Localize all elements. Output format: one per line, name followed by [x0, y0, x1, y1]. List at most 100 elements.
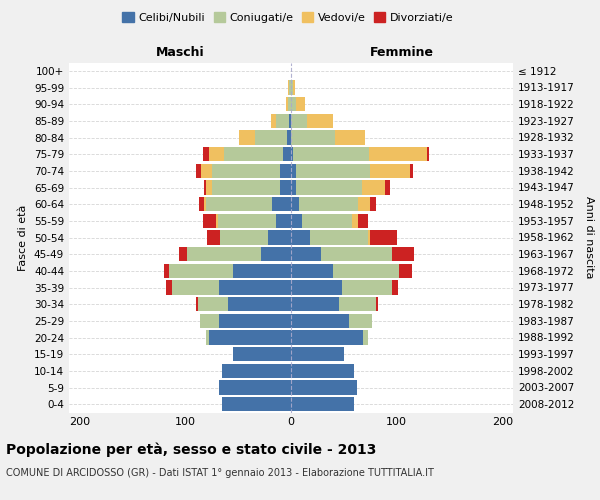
Bar — [203, 147, 209, 161]
Bar — [205, 180, 206, 194]
Bar — [376, 297, 377, 311]
Bar — [166, 280, 172, 294]
Bar — [310, 230, 368, 244]
Bar — [392, 247, 413, 261]
Bar — [349, 314, 373, 328]
Bar — [280, 164, 291, 178]
Bar — [219, 280, 291, 294]
Bar — [299, 197, 358, 211]
Bar — [196, 164, 201, 178]
Bar — [219, 380, 291, 394]
Bar — [208, 230, 220, 244]
Bar — [368, 230, 370, 244]
Bar — [291, 397, 355, 411]
Bar — [212, 180, 280, 194]
Bar — [291, 130, 335, 144]
Text: Maschi: Maschi — [155, 46, 205, 59]
Bar — [291, 330, 363, 344]
Legend: Celibi/Nubili, Coniugati/e, Vedovi/e, Divorziati/e: Celibi/Nubili, Coniugati/e, Vedovi/e, Di… — [118, 8, 458, 28]
Bar — [209, 147, 224, 161]
Bar — [333, 264, 399, 278]
Bar — [206, 197, 272, 211]
Bar — [338, 297, 376, 311]
Bar — [239, 130, 255, 144]
Text: Popolazione per età, sesso e stato civile - 2013: Popolazione per età, sesso e stato civil… — [6, 442, 376, 457]
Bar — [291, 314, 349, 328]
Bar — [200, 314, 219, 328]
Bar — [205, 197, 206, 211]
Bar — [169, 264, 233, 278]
Bar — [203, 214, 216, 228]
Bar — [291, 97, 296, 112]
Bar — [291, 264, 333, 278]
Bar — [233, 347, 291, 361]
Bar — [392, 280, 398, 294]
Bar — [291, 230, 310, 244]
Bar — [172, 280, 219, 294]
Text: COMUNE DI ARCIDOSSO (GR) - Dati ISTAT 1° gennaio 2013 - Elaborazione TUTTITALIA.: COMUNE DI ARCIDOSSO (GR) - Dati ISTAT 1°… — [6, 468, 434, 477]
Bar — [199, 197, 205, 211]
Y-axis label: Fasce di età: Fasce di età — [19, 204, 28, 270]
Bar — [358, 197, 370, 211]
Bar — [288, 80, 289, 94]
Bar — [280, 180, 291, 194]
Bar — [291, 364, 355, 378]
Bar — [201, 164, 212, 178]
Bar — [206, 180, 212, 194]
Bar — [209, 330, 291, 344]
Bar — [291, 297, 338, 311]
Bar — [272, 197, 291, 211]
Bar — [216, 214, 218, 228]
Bar — [385, 180, 391, 194]
Bar — [212, 164, 280, 178]
Bar — [291, 197, 299, 211]
Bar — [164, 264, 169, 278]
Bar — [227, 297, 291, 311]
Bar — [222, 397, 291, 411]
Bar — [370, 197, 376, 211]
Bar — [219, 314, 291, 328]
Text: Femmine: Femmine — [370, 46, 434, 59]
Bar — [370, 164, 410, 178]
Bar — [427, 147, 430, 161]
Bar — [255, 130, 287, 144]
Bar — [291, 280, 342, 294]
Bar — [370, 230, 397, 244]
Bar — [179, 247, 187, 261]
Bar — [352, 214, 358, 228]
Bar — [289, 80, 291, 94]
Bar — [296, 164, 370, 178]
Bar — [410, 164, 413, 178]
Bar — [224, 147, 283, 161]
Bar — [291, 180, 296, 194]
Bar — [268, 230, 291, 244]
Bar — [296, 97, 305, 112]
Bar — [358, 214, 368, 228]
Bar — [291, 147, 293, 161]
Bar — [291, 214, 302, 228]
Bar — [276, 214, 291, 228]
Bar — [320, 247, 392, 261]
Bar — [198, 297, 227, 311]
Bar — [307, 114, 333, 128]
Bar — [283, 147, 291, 161]
Bar — [222, 364, 291, 378]
Bar — [291, 80, 293, 94]
Bar — [262, 247, 291, 261]
Bar — [335, 130, 365, 144]
Bar — [291, 164, 296, 178]
Bar — [342, 280, 392, 294]
Bar — [276, 114, 289, 128]
Bar — [291, 114, 307, 128]
Bar — [293, 147, 369, 161]
Bar — [218, 214, 276, 228]
Bar — [220, 230, 268, 244]
Bar — [363, 330, 368, 344]
Bar — [291, 247, 320, 261]
Y-axis label: Anni di nascita: Anni di nascita — [584, 196, 594, 278]
Bar — [187, 247, 262, 261]
Bar — [196, 297, 198, 311]
Bar — [291, 380, 356, 394]
Bar — [287, 130, 291, 144]
Bar — [289, 114, 291, 128]
